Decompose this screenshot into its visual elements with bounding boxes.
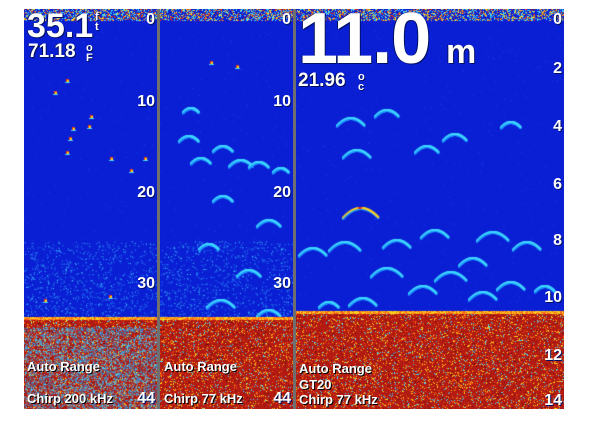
depth-scale-tick: 10 — [137, 93, 155, 110]
frequency-label: Chirp 200 kHz — [27, 391, 113, 406]
depth-scale-tick: 20 — [273, 184, 291, 201]
depth-scale-tick: 30 — [273, 275, 291, 292]
sonar-panel-77khz[interactable]: 0 10 20 30 Auto Range Chirp 77 kHz 44 — [160, 9, 293, 409]
depth-scale-tick: 8 — [553, 232, 562, 249]
depth-scale-tick: 30 — [137, 275, 155, 292]
frequency-label: Chirp 77 kHz — [164, 391, 243, 406]
sonar-echogram-77khz — [160, 9, 293, 409]
depth-scale-tick: 14 — [544, 392, 562, 409]
depth-scale-tick: 4 — [553, 118, 562, 135]
depth-scale-bottom-tick: 44 — [137, 390, 155, 407]
sonar-echogram-200khz — [24, 9, 157, 409]
water-temp-readout: 21.96 — [298, 70, 346, 91]
depth-readout: 35.1 — [27, 9, 94, 45]
depth-scale-tick: 0 — [553, 11, 562, 28]
depth-scale-bottom-tick: 44 — [273, 390, 291, 407]
depth-scale-tick: 0 — [146, 11, 155, 28]
range-mode-label: Auto Range — [27, 359, 100, 374]
depth-scale-tick: 10 — [544, 289, 562, 306]
depth-unit: m — [446, 33, 477, 71]
depth-scale-tick: 20 — [137, 184, 155, 201]
depth-readout: 11.0 — [298, 9, 431, 79]
depth-scale-tick: 0 — [282, 11, 291, 28]
transducer-label: GT20 — [299, 377, 332, 392]
depth-scale-tick: 12 — [544, 347, 562, 364]
depth-scale-tick: 10 — [273, 93, 291, 110]
depth-scale-tick: 2 — [553, 60, 562, 77]
depth-scale-tick: 6 — [553, 176, 562, 193]
water-temp-readout: 71.18 — [28, 41, 76, 62]
range-mode-label: Auto Range — [299, 361, 372, 376]
frequency-label: Chirp 77 kHz — [299, 392, 378, 407]
sonar-echogram-gt20 — [296, 9, 564, 409]
range-mode-label: Auto Range — [164, 359, 237, 374]
